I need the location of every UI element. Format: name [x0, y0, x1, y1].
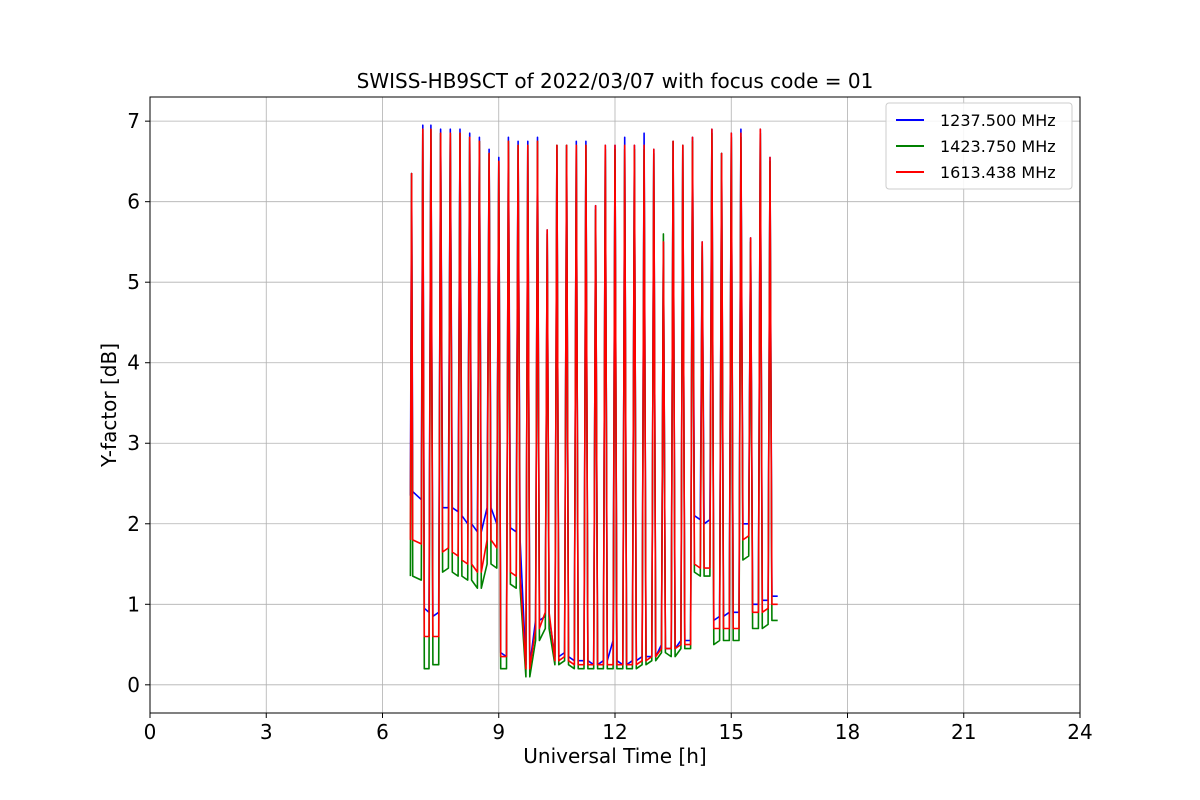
y-tick-label: 1 [127, 592, 140, 616]
plot-area [409, 124, 778, 678]
x-tick-label: 12 [602, 720, 627, 744]
x-tick-label: 21 [951, 720, 976, 744]
legend-label: 1237.500 MHz [940, 111, 1056, 130]
x-tick-label: 9 [492, 720, 505, 744]
x-tick-label: 6 [376, 720, 389, 744]
x-tick-label: 0 [144, 720, 157, 744]
y-tick-label: 0 [127, 673, 140, 697]
x-tick-label: 24 [1067, 720, 1092, 744]
y-tick-label: 4 [127, 351, 140, 375]
legend: 1237.500 MHz 1423.750 MHz 1613.438 MHz [885, 102, 1073, 190]
y-tick-label: 5 [127, 270, 140, 294]
y-tick-label: 3 [127, 431, 140, 455]
y-tick-label: 7 [127, 109, 140, 133]
x-axis-label: Universal Time [h] [523, 744, 706, 768]
legend-box [885, 102, 1073, 190]
x-tick-label: 3 [260, 720, 273, 744]
y-tick-label: 2 [127, 512, 140, 536]
legend-label: 1613.438 MHz [940, 163, 1056, 182]
y-axis-label: Y-factor [dB] [97, 343, 121, 468]
y-tick-label: 6 [127, 190, 140, 214]
chart-title: SWISS-HB9SCT of 2022/03/07 with focus co… [357, 69, 874, 93]
legend-label: 1423.750 MHz [940, 137, 1056, 156]
x-tick-label: 15 [719, 720, 744, 744]
x-tick-label: 18 [835, 720, 860, 744]
series-line-3 [409, 128, 778, 670]
